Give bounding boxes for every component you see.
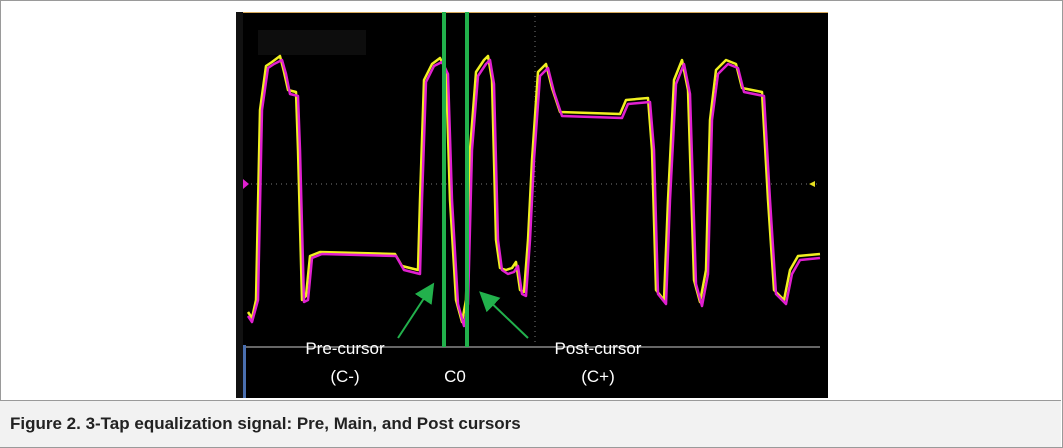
cursor-line: [442, 12, 446, 347]
page: Pre-cursor (C-) C0 Post-cursor (C+) Figu…: [0, 0, 1063, 448]
annotation: Post-cursor: [555, 339, 642, 358]
screen-edge-blue: [243, 345, 246, 398]
cursor-line: [465, 12, 469, 347]
annotation: (C-): [330, 367, 359, 386]
annotation: C0: [444, 367, 466, 386]
screen-edge: [236, 12, 243, 398]
caption-bar: Figure 2. 3-Tap equalization signal: Pre…: [0, 400, 1061, 447]
annotation: Pre-cursor: [305, 339, 385, 358]
oscilloscope-figure: Pre-cursor (C-) C0 Post-cursor (C+): [0, 0, 1063, 400]
label-box: [258, 30, 366, 55]
figure-caption: Figure 2. 3-Tap equalization signal: Pre…: [10, 414, 521, 434]
annotation: (C+): [581, 367, 615, 386]
